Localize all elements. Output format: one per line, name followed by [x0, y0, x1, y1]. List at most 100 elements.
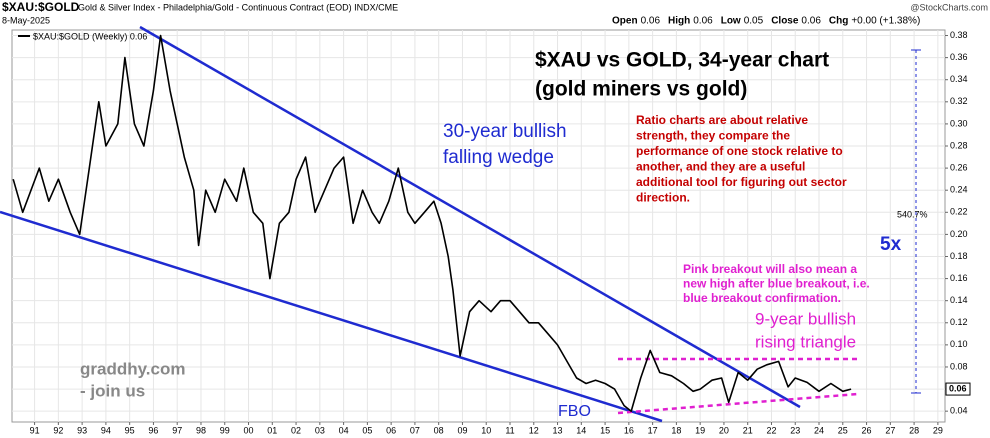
date: 8-May-2025: [2, 15, 50, 25]
ohlc-value: 0.06: [693, 16, 713, 27]
x-tick-label: 11: [505, 425, 514, 435]
ohlc-value: 0.05: [744, 16, 764, 27]
x-tick-label: 01: [267, 425, 277, 435]
y-tick-label: 0.08: [950, 361, 968, 371]
y-tick-label: 0.36: [950, 52, 968, 62]
y-tick-label: 0.04: [950, 406, 968, 416]
x-tick-label: 91: [30, 425, 40, 435]
x-tick-label: 18: [671, 425, 681, 435]
y-tick-label: 0.34: [950, 74, 968, 84]
x-tick-label: 27: [885, 425, 895, 435]
x-tick-label: 10: [481, 425, 491, 435]
ohlc-label: Low: [721, 16, 741, 27]
note-line: additional tool for figuring out sector: [636, 175, 847, 189]
ohlc-value: 0.06: [801, 16, 821, 27]
y-tick-label: 0.38: [950, 30, 968, 40]
ohlc-label: Open: [612, 16, 638, 27]
x-tick-label: 23: [790, 425, 800, 435]
ohlc-value: +0.00 (+1.38%): [851, 16, 920, 27]
x-tick-label: 07: [410, 425, 420, 435]
x-tick-label: 05: [362, 425, 372, 435]
y-tick-label: 0.10: [950, 339, 968, 349]
x-tick-label: 95: [125, 425, 135, 435]
y-tick-label: 0.30: [950, 118, 968, 128]
y-tick-label: 0.24: [950, 185, 968, 195]
upper-trendline: [139, 25, 801, 409]
title: $XAU vs GOLD, 34-year chart: [535, 49, 829, 72]
x-tick-label: 99: [220, 425, 230, 435]
last-value-label: 0.06: [949, 383, 967, 393]
note-red: Ratio charts are about relative strength,…: [636, 113, 847, 205]
x-tick-label: 97: [172, 425, 182, 435]
x-tick-label: 92: [53, 425, 63, 435]
x-tick-label: 08: [434, 425, 444, 435]
x-tick-label: 26: [862, 425, 872, 435]
y-tick-label: 0.22: [950, 207, 968, 217]
ohlc-label: Chg: [829, 16, 848, 27]
x-tick-label: 93: [77, 425, 87, 435]
y-tick-label: 0.20: [950, 229, 968, 239]
legend-entry: $XAU:$GOLD (Weekly) 0.06: [33, 31, 147, 41]
x-tick-label: 03: [315, 425, 325, 435]
y-tick-label: 0.12: [950, 317, 968, 327]
x-tick-label: 25: [838, 425, 848, 435]
x-tick-label: 96: [148, 425, 158, 435]
y-tick-label: 0.32: [950, 96, 968, 106]
y-tick-label: 0.16: [950, 273, 968, 283]
x-tick-label: 13: [553, 425, 563, 435]
note-line: new high after blue breakout, i.e.: [683, 277, 870, 291]
title: (gold miners vs gold): [535, 78, 747, 101]
x-tick-label: 17: [648, 425, 658, 435]
note-line: Ratio charts are about relative: [636, 113, 808, 127]
last-value-box: [945, 382, 971, 396]
triangle-label: 9-year bullish: [755, 309, 856, 328]
ohlc: Open 0.06 High 0.06 Low 0.05 Close 0.06 Chg +0.00…: [612, 16, 920, 27]
plot-area: [11, 29, 946, 423]
x-tick-label: 98: [196, 425, 206, 435]
series-line: [12, 34, 852, 412]
ohlc-value: 0.06: [641, 16, 661, 27]
x-tick-label: 12: [529, 425, 539, 435]
grid: [12, 30, 945, 422]
triangle-label: rising triangle: [755, 332, 856, 351]
promo: graddhy.com: [80, 359, 185, 378]
gain-label: 540.7%: [897, 209, 928, 219]
promo: - join us: [80, 381, 145, 400]
note-line: performance of one stock relative to: [636, 144, 843, 158]
description: Gold & Silver Index - Philadelphia/Gold …: [78, 2, 398, 12]
multiple-label: 5x: [880, 234, 902, 255]
x-tick-label: 15: [600, 425, 610, 435]
y-tick-label: 0.26: [950, 162, 968, 172]
note-line: another, and they are a useful: [636, 160, 805, 174]
x-tick-label: 24: [814, 425, 824, 435]
note-line: strength, they compare the: [636, 129, 790, 143]
x-tick-label: 14: [576, 425, 586, 435]
note-line: blue breakout confirmation.: [683, 291, 841, 305]
wedge-label: falling wedge: [443, 147, 554, 168]
y-tick-label: 0.28: [950, 140, 968, 150]
y-tick-label: 0.18: [950, 251, 968, 261]
triangle-bottom: [617, 392, 859, 415]
note-line: direction.: [636, 191, 690, 205]
x-tick-label: 04: [339, 425, 349, 435]
x-tick-label: 20: [719, 425, 729, 435]
x-tick-label: 29: [933, 425, 943, 435]
note-line: Pink breakout will also mean a: [683, 262, 857, 276]
ohlc-label: Close: [771, 16, 799, 27]
x-tick-label: 28: [909, 425, 919, 435]
x-tick-label: 21: [743, 425, 753, 435]
fbo-label: FBO: [558, 403, 591, 420]
lower-trendline: [0, 210, 663, 423]
symbol: $XAU:$GOLD: [2, 0, 80, 14]
x-tick-label: 02: [291, 425, 301, 435]
x-tick-label: 22: [766, 425, 776, 435]
x-tick-label: 00: [244, 425, 254, 435]
x-tick-label: 94: [101, 425, 111, 435]
source: @StockCharts.com: [910, 2, 988, 12]
ohlc-label: High: [668, 16, 690, 27]
x-tick-label: 16: [624, 425, 634, 435]
x-tick-label: 19: [695, 425, 705, 435]
x-tick-label: 09: [457, 425, 467, 435]
